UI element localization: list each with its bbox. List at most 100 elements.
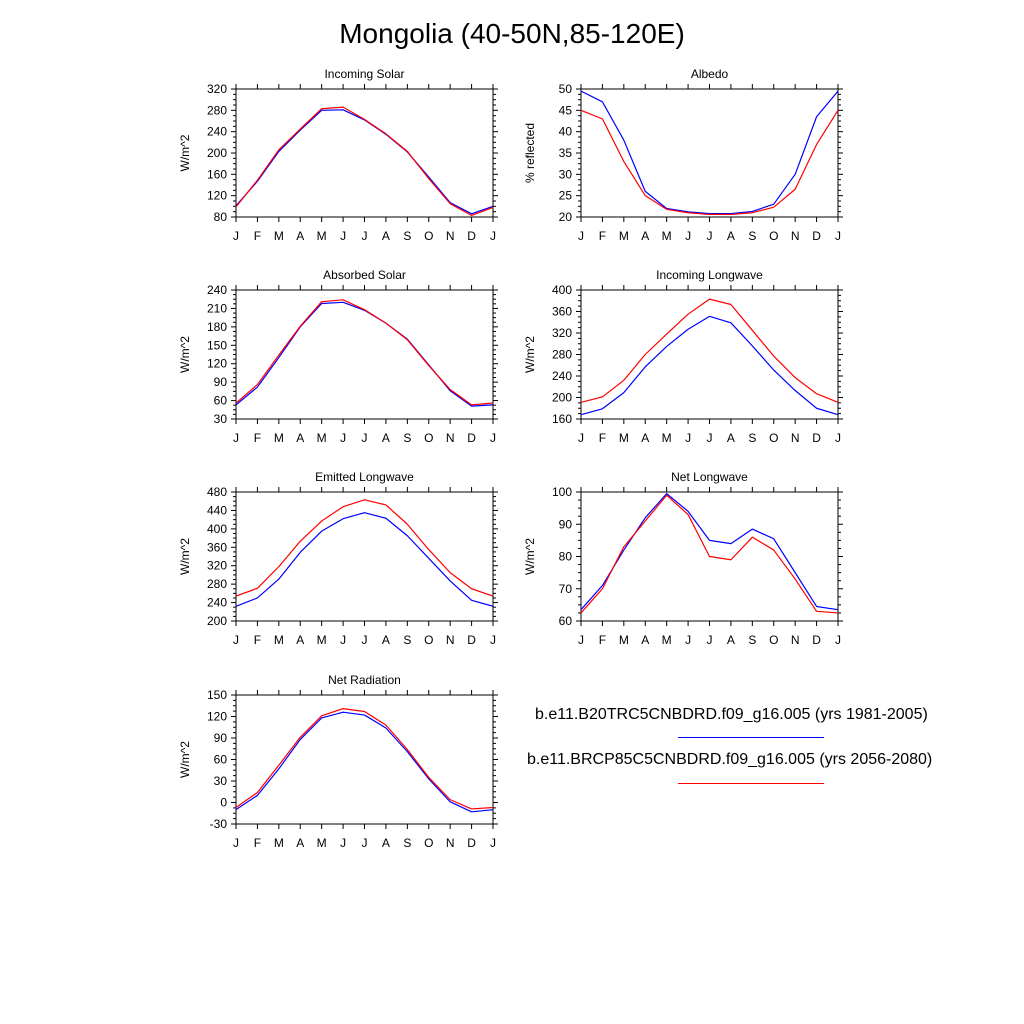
net-longwave-ytick-label: 90 [559, 517, 573, 531]
absorbed-solar-panel-title: Absorbed Solar [323, 268, 406, 282]
albedo-series-historical-line [580, 90, 839, 215]
emitted-longwave-ytick-label: 240 [207, 596, 227, 610]
emitted-longwave-plot-frame [235, 491, 494, 622]
absorbed-solar-ytick-label: 210 [207, 301, 227, 315]
net-radiation-series-future-line [235, 708, 494, 810]
incoming-longwave-ylabel: W/m^2 [523, 336, 537, 373]
emitted-longwave-xtick-label: O [424, 633, 433, 647]
emitted-longwave-ytick-label: 200 [207, 614, 227, 628]
emitted-longwave-ytick-label: 320 [207, 559, 227, 573]
incoming-solar-xtick-label: A [296, 229, 304, 243]
incoming-solar-ytick-label: 160 [207, 167, 227, 181]
emitted-longwave-xtick-label: J [362, 633, 368, 647]
incoming-solar-xtick-label: D [467, 229, 476, 243]
absorbed-solar-ylabel: W/m^2 [178, 336, 192, 373]
incoming-longwave-xtick-label: A [727, 431, 735, 445]
incoming-longwave-ytick-label: 200 [552, 391, 572, 405]
net-radiation-plot-frame [235, 694, 494, 825]
net-longwave-xtick-label: S [748, 633, 756, 647]
incoming-longwave-xtick-label: J [835, 431, 841, 445]
legend-swatch-future [678, 783, 824, 784]
emitted-longwave-xtick-label: J [340, 633, 346, 647]
net-radiation-xtick-label: O [424, 836, 433, 850]
incoming-longwave-xtick-label: M [662, 431, 672, 445]
incoming-longwave-series-historical-line [580, 315, 839, 416]
absorbed-solar-xtick-label: J [490, 431, 496, 445]
absorbed-solar-xtick-label: O [424, 431, 433, 445]
net-radiation-xtick-label: N [446, 836, 455, 850]
albedo-xtick-label: O [769, 229, 778, 243]
absorbed-solar-xtick-label: J [340, 431, 346, 445]
albedo-xtick-label: D [812, 229, 821, 243]
albedo-ytick-label: 35 [559, 146, 573, 160]
incoming-longwave-ytick-label: 400 [552, 283, 572, 297]
incoming-longwave-ytick-label: 280 [552, 348, 572, 362]
absorbed-solar-series-future-line [235, 299, 494, 406]
incoming-longwave-xtick-label: M [619, 431, 629, 445]
net-longwave-ytick-label: 60 [559, 614, 573, 628]
incoming-longwave-xtick-label: F [599, 431, 606, 445]
net-radiation-xtick-label: M [317, 836, 327, 850]
incoming-solar-xtick-label: M [274, 229, 284, 243]
legend-swatch-historical [678, 737, 824, 738]
incoming-solar-series-historical-line [235, 109, 494, 215]
net-longwave-xtick-label: J [685, 633, 691, 647]
incoming-longwave-xtick-label: D [812, 431, 821, 445]
incoming-solar-ytick-label: 320 [207, 82, 227, 96]
net-longwave-xtick-label: O [769, 633, 778, 647]
emitted-longwave-series-historical-line [235, 512, 494, 607]
incoming-longwave-ytick-label: 160 [552, 412, 572, 426]
net-radiation-xtick-label: A [296, 836, 304, 850]
net-radiation-ytick-label: 60 [214, 753, 228, 767]
net-longwave-xtick-label: M [662, 633, 672, 647]
net-longwave-series-historical-line [580, 493, 839, 611]
incoming-solar-xtick-label: A [382, 229, 390, 243]
absorbed-solar-ytick-label: 120 [207, 357, 227, 371]
net-radiation-panel-title: Net Radiation [328, 673, 401, 687]
net-longwave-ytick-label: 80 [559, 550, 573, 564]
absorbed-solar-ytick-label: 30 [214, 412, 228, 426]
incoming-longwave-xtick-label: J [578, 431, 584, 445]
emitted-longwave-series-future-line [235, 499, 494, 597]
net-longwave-series-future-line [580, 494, 839, 614]
incoming-solar-ytick-label: 240 [207, 125, 227, 139]
albedo-series-future-line [580, 109, 839, 216]
net-longwave-ytick-label: 70 [559, 582, 573, 596]
absorbed-solar-xtick-label: F [254, 431, 261, 445]
absorbed-solar-ytick-label: 180 [207, 320, 227, 334]
net-longwave-xtick-label: F [599, 633, 606, 647]
albedo-xtick-label: N [791, 229, 800, 243]
absorbed-solar-ytick-label: 150 [207, 338, 227, 352]
incoming-solar-ytick-label: 200 [207, 146, 227, 160]
net-radiation-xtick-label: D [467, 836, 476, 850]
incoming-solar-xtick-label: J [490, 229, 496, 243]
incoming-longwave-xtick-label: S [748, 431, 756, 445]
albedo-xtick-label: J [685, 229, 691, 243]
net-radiation-xtick-label: J [233, 836, 239, 850]
absorbed-solar-series-historical-line [235, 301, 494, 407]
absorbed-solar-xtick-label: A [296, 431, 304, 445]
incoming-longwave-series-future-line [580, 298, 839, 403]
incoming-solar-ytick-label: 120 [207, 189, 227, 203]
net-longwave-xtick-label: J [707, 633, 713, 647]
incoming-solar-xtick-label: J [362, 229, 368, 243]
albedo-xtick-label: J [578, 229, 584, 243]
net-radiation-xtick-label: A [382, 836, 390, 850]
emitted-longwave-ytick-label: 480 [207, 485, 227, 499]
net-longwave-xtick-label: A [727, 633, 735, 647]
emitted-longwave-panel-title: Emitted Longwave [315, 470, 414, 484]
absorbed-solar-xtick-label: J [362, 431, 368, 445]
absorbed-solar-xtick-label: M [317, 431, 327, 445]
emitted-longwave-xtick-label: D [467, 633, 476, 647]
albedo-panel-title: Albedo [691, 67, 729, 81]
absorbed-solar-ytick-label: 90 [214, 375, 228, 389]
incoming-solar-ytick-label: 280 [207, 103, 227, 117]
emitted-longwave-ylabel: W/m^2 [178, 538, 192, 575]
incoming-solar-xtick-label: S [403, 229, 411, 243]
net-longwave-ylabel: W/m^2 [523, 538, 537, 575]
emitted-longwave-xtick-label: F [254, 633, 261, 647]
incoming-solar-panel-title: Incoming Solar [324, 67, 404, 81]
emitted-longwave-xtick-label: N [446, 633, 455, 647]
net-radiation-xtick-label: F [254, 836, 261, 850]
incoming-solar-plot-frame [235, 88, 494, 218]
